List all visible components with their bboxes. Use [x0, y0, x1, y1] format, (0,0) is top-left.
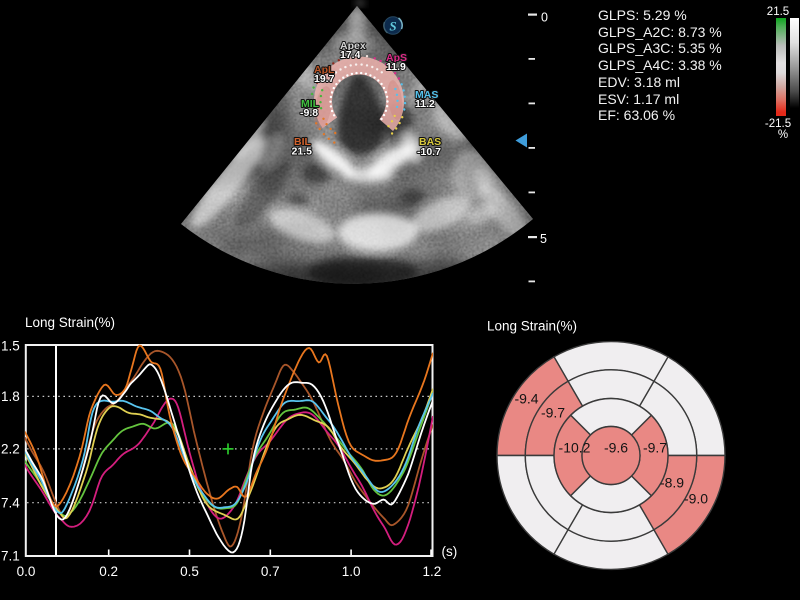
svg-text:5: 5: [540, 232, 547, 246]
svg-text:S: S: [389, 19, 396, 34]
svg-text:ApS: ApS: [386, 52, 407, 64]
svg-text:19.7: 19.7: [314, 73, 335, 85]
svg-text:0: 0: [541, 11, 548, 25]
svg-text:7.4: 7.4: [1, 495, 20, 510]
svg-text:-9.4: -9.4: [514, 390, 538, 406]
svg-text:11.9: 11.9: [386, 61, 406, 73]
svg-text:BIL: BIL: [294, 136, 312, 148]
svg-text:BAS: BAS: [419, 136, 441, 148]
svg-text:Long Strain(%): Long Strain(%): [487, 319, 577, 334]
svg-text:-9.8: -9.8: [300, 107, 318, 119]
svg-text:1.2: 1.2: [423, 564, 442, 579]
svg-text:ApL: ApL: [314, 64, 335, 76]
svg-text:-9.6: -9.6: [604, 440, 628, 456]
svg-text:-9.0: -9.0: [684, 490, 708, 506]
svg-text:-10.2: -10.2: [559, 440, 591, 456]
svg-text:1.8: 1.8: [1, 389, 20, 404]
svg-text:Apex: Apex: [340, 40, 366, 52]
svg-text:11.2: 11.2: [415, 98, 435, 110]
svg-text:1.5: 1.5: [1, 338, 20, 353]
svg-text:(s): (s): [442, 544, 458, 559]
svg-text:21.5: 21.5: [292, 146, 313, 158]
svg-text:17.4: 17.4: [340, 49, 361, 61]
svg-text:-10.7: -10.7: [417, 146, 441, 158]
svg-text:MIL: MIL: [301, 98, 320, 110]
svg-text:1.0: 1.0: [342, 564, 361, 579]
svg-text:Long Strain(%): Long Strain(%): [25, 315, 115, 330]
svg-text:-9.7: -9.7: [643, 440, 667, 456]
svg-text:MAS: MAS: [415, 89, 438, 101]
svg-text:0.0: 0.0: [17, 564, 36, 579]
svg-text:0.2: 0.2: [99, 564, 118, 579]
svg-text:7.1: 7.1: [1, 548, 20, 563]
svg-text:0.5: 0.5: [180, 564, 199, 579]
svg-text:-8.9: -8.9: [660, 475, 684, 491]
svg-text:-9.7: -9.7: [541, 405, 565, 421]
svg-text:0.7: 0.7: [261, 564, 280, 579]
svg-text:2.2: 2.2: [1, 442, 20, 457]
